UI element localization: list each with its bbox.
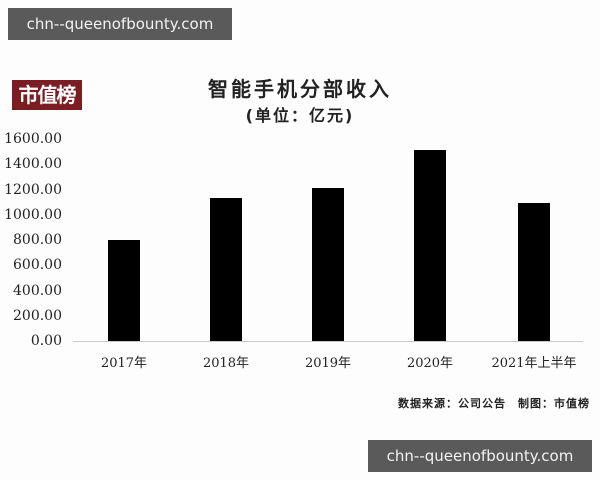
y-tick-label: 600.00 xyxy=(13,257,62,274)
y-tick-label: 1200.00 xyxy=(4,181,62,198)
bar-1 xyxy=(210,198,242,341)
bar-3 xyxy=(414,150,446,341)
y-tick-label: 1000.00 xyxy=(4,206,62,223)
bar-4 xyxy=(518,202,550,341)
y-tick-label: 400.00 xyxy=(13,282,62,299)
bar-0 xyxy=(108,240,140,341)
data-source-note: 数据来源：公司公告 制图：市值榜 xyxy=(398,397,590,410)
x-tick-label: 2019年 xyxy=(304,356,352,371)
x-tick-label: 2020年 xyxy=(406,356,454,371)
bar-2 xyxy=(312,187,344,341)
brand-logo: 市值榜 xyxy=(12,80,82,110)
y-tick-label: 0.00 xyxy=(30,333,62,349)
y-tick-label: 800.00 xyxy=(13,232,62,248)
watermark-top: chn--queenofbounty.com xyxy=(8,8,232,40)
chart-subtitle: (单位：亿元) xyxy=(245,106,355,125)
y-tick-label: 200.00 xyxy=(13,307,62,324)
x-tick-label: 2018年 xyxy=(202,356,250,371)
watermark-bottom: chn--queenofbounty.com xyxy=(368,440,592,472)
x-tick-label: 2021年上半年 xyxy=(491,356,577,371)
chart-title: 智能手机分部收入 xyxy=(208,77,392,101)
x-tick-label: 2017年 xyxy=(100,356,148,371)
y-tick-label: 1400.00 xyxy=(4,156,62,173)
x-axis-line xyxy=(73,341,583,342)
y-tick-label: 1600.00 xyxy=(4,131,62,147)
